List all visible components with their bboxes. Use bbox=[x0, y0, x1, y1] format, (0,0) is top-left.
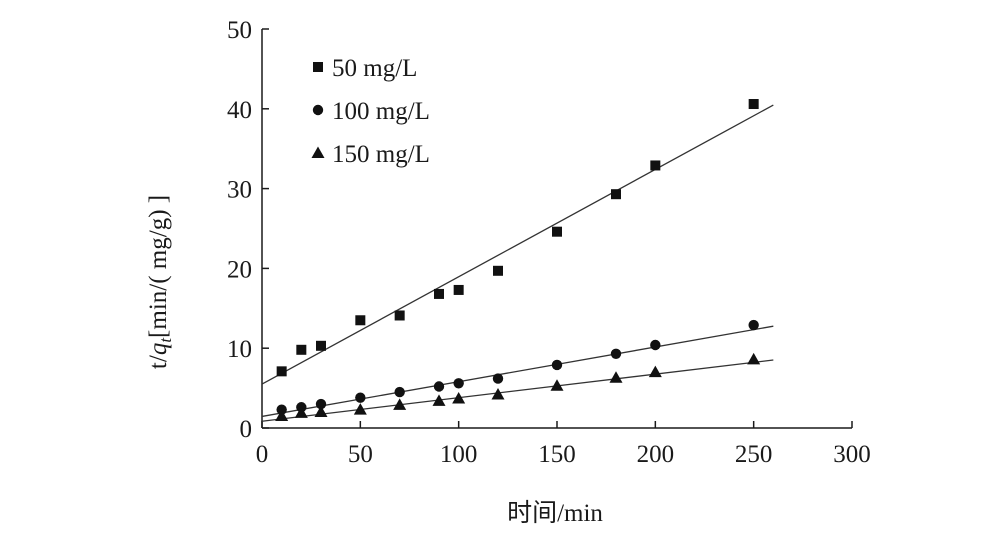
fit-line-series-2 bbox=[261, 325, 774, 418]
data-point-series-3-1 bbox=[294, 406, 308, 418]
data-point-series-1-11 bbox=[748, 99, 759, 110]
plot-area: 0 50 100 150 200 250 300 0 10 20 30 40 50 50 mg/L 100 … bbox=[227, 17, 871, 468]
legend-label-series-1: 50 mg/L bbox=[332, 55, 417, 82]
data-point-series-3-10 bbox=[648, 365, 662, 378]
data-point-series-3-3 bbox=[353, 403, 367, 415]
x-tick-label-100: 100 bbox=[440, 441, 478, 468]
x-tick-label-150: 150 bbox=[538, 441, 576, 468]
data-point-series-3-2 bbox=[314, 405, 328, 418]
data-point-series-1-9 bbox=[611, 189, 621, 200]
data-point-series-1-6 bbox=[453, 284, 464, 295]
data-point-series-1-0 bbox=[276, 366, 287, 377]
y-tick-label-40: 40 bbox=[227, 97, 252, 124]
data-point-series-1-5 bbox=[434, 288, 444, 299]
data-point-series-1-2 bbox=[316, 340, 326, 351]
y-axis-title-units: [min/( mg/g) ] bbox=[145, 195, 172, 338]
data-point-series-2-6 bbox=[453, 378, 464, 389]
data-point-series-2-4 bbox=[394, 386, 405, 398]
y-tick-label-10: 10 bbox=[227, 336, 252, 363]
x-tick-label-300: 300 bbox=[833, 441, 871, 468]
data-point-series-1-4 bbox=[394, 310, 405, 321]
data-point-series-1-7 bbox=[493, 265, 503, 276]
x-tick-label-250: 250 bbox=[735, 441, 773, 468]
y-axis-title: t/qt[min/( mg/g) ] bbox=[145, 195, 175, 369]
data-point-series-1-8 bbox=[552, 226, 562, 237]
y-tick-label-30: 30 bbox=[227, 177, 252, 204]
fit-line-series-3 bbox=[261, 359, 774, 422]
data-point-series-2-11 bbox=[748, 319, 759, 331]
data-point-series-2-8 bbox=[551, 359, 563, 371]
data-point-series-1-1 bbox=[296, 344, 307, 355]
x-axis-title: 时间/min bbox=[507, 499, 603, 527]
legend-marker-series-3 bbox=[311, 146, 325, 158]
data-point-series-2-2 bbox=[315, 398, 327, 410]
legend-label-series-3: 150 mg/L bbox=[332, 141, 430, 168]
legend-marker-series-2 bbox=[312, 104, 324, 116]
legend-marker-series-1 bbox=[313, 62, 323, 72]
data-point-series-3-9 bbox=[609, 371, 623, 383]
y-axis-title-q: q bbox=[145, 343, 172, 356]
data-point-series-3-6 bbox=[452, 391, 466, 404]
y-tick-label-50: 50 bbox=[227, 17, 252, 44]
fit-line-series-1 bbox=[261, 104, 774, 385]
legend-label-series-2: 100 mg/L bbox=[332, 98, 430, 125]
data-point-series-1-10 bbox=[650, 160, 661, 171]
data-point-series-3-0 bbox=[275, 409, 289, 422]
data-point-series-3-11 bbox=[747, 352, 761, 365]
y-axis-title-subscript: t bbox=[156, 337, 175, 343]
data-point-series-2-7 bbox=[492, 373, 504, 384]
data-point-series-1-3 bbox=[355, 315, 366, 326]
data-point-series-3-5 bbox=[432, 394, 446, 406]
data-point-series-3-4 bbox=[393, 398, 407, 410]
data-point-series-2-10 bbox=[650, 339, 661, 351]
y-tick-label-20: 20 bbox=[227, 256, 252, 283]
x-tick-label-0: 0 bbox=[256, 441, 269, 468]
data-point-series-2-5 bbox=[433, 381, 445, 392]
data-point-series-3-7 bbox=[491, 387, 505, 400]
y-tick-label-0: 0 bbox=[240, 416, 253, 443]
data-point-series-2-9 bbox=[610, 348, 622, 359]
x-tick-label-50: 50 bbox=[348, 441, 373, 468]
x-tick-label-200: 200 bbox=[637, 441, 675, 468]
data-point-series-2-3 bbox=[355, 392, 366, 403]
data-point-series-3-8 bbox=[550, 379, 564, 391]
y-axis-title-prefix: t/ bbox=[145, 355, 172, 369]
